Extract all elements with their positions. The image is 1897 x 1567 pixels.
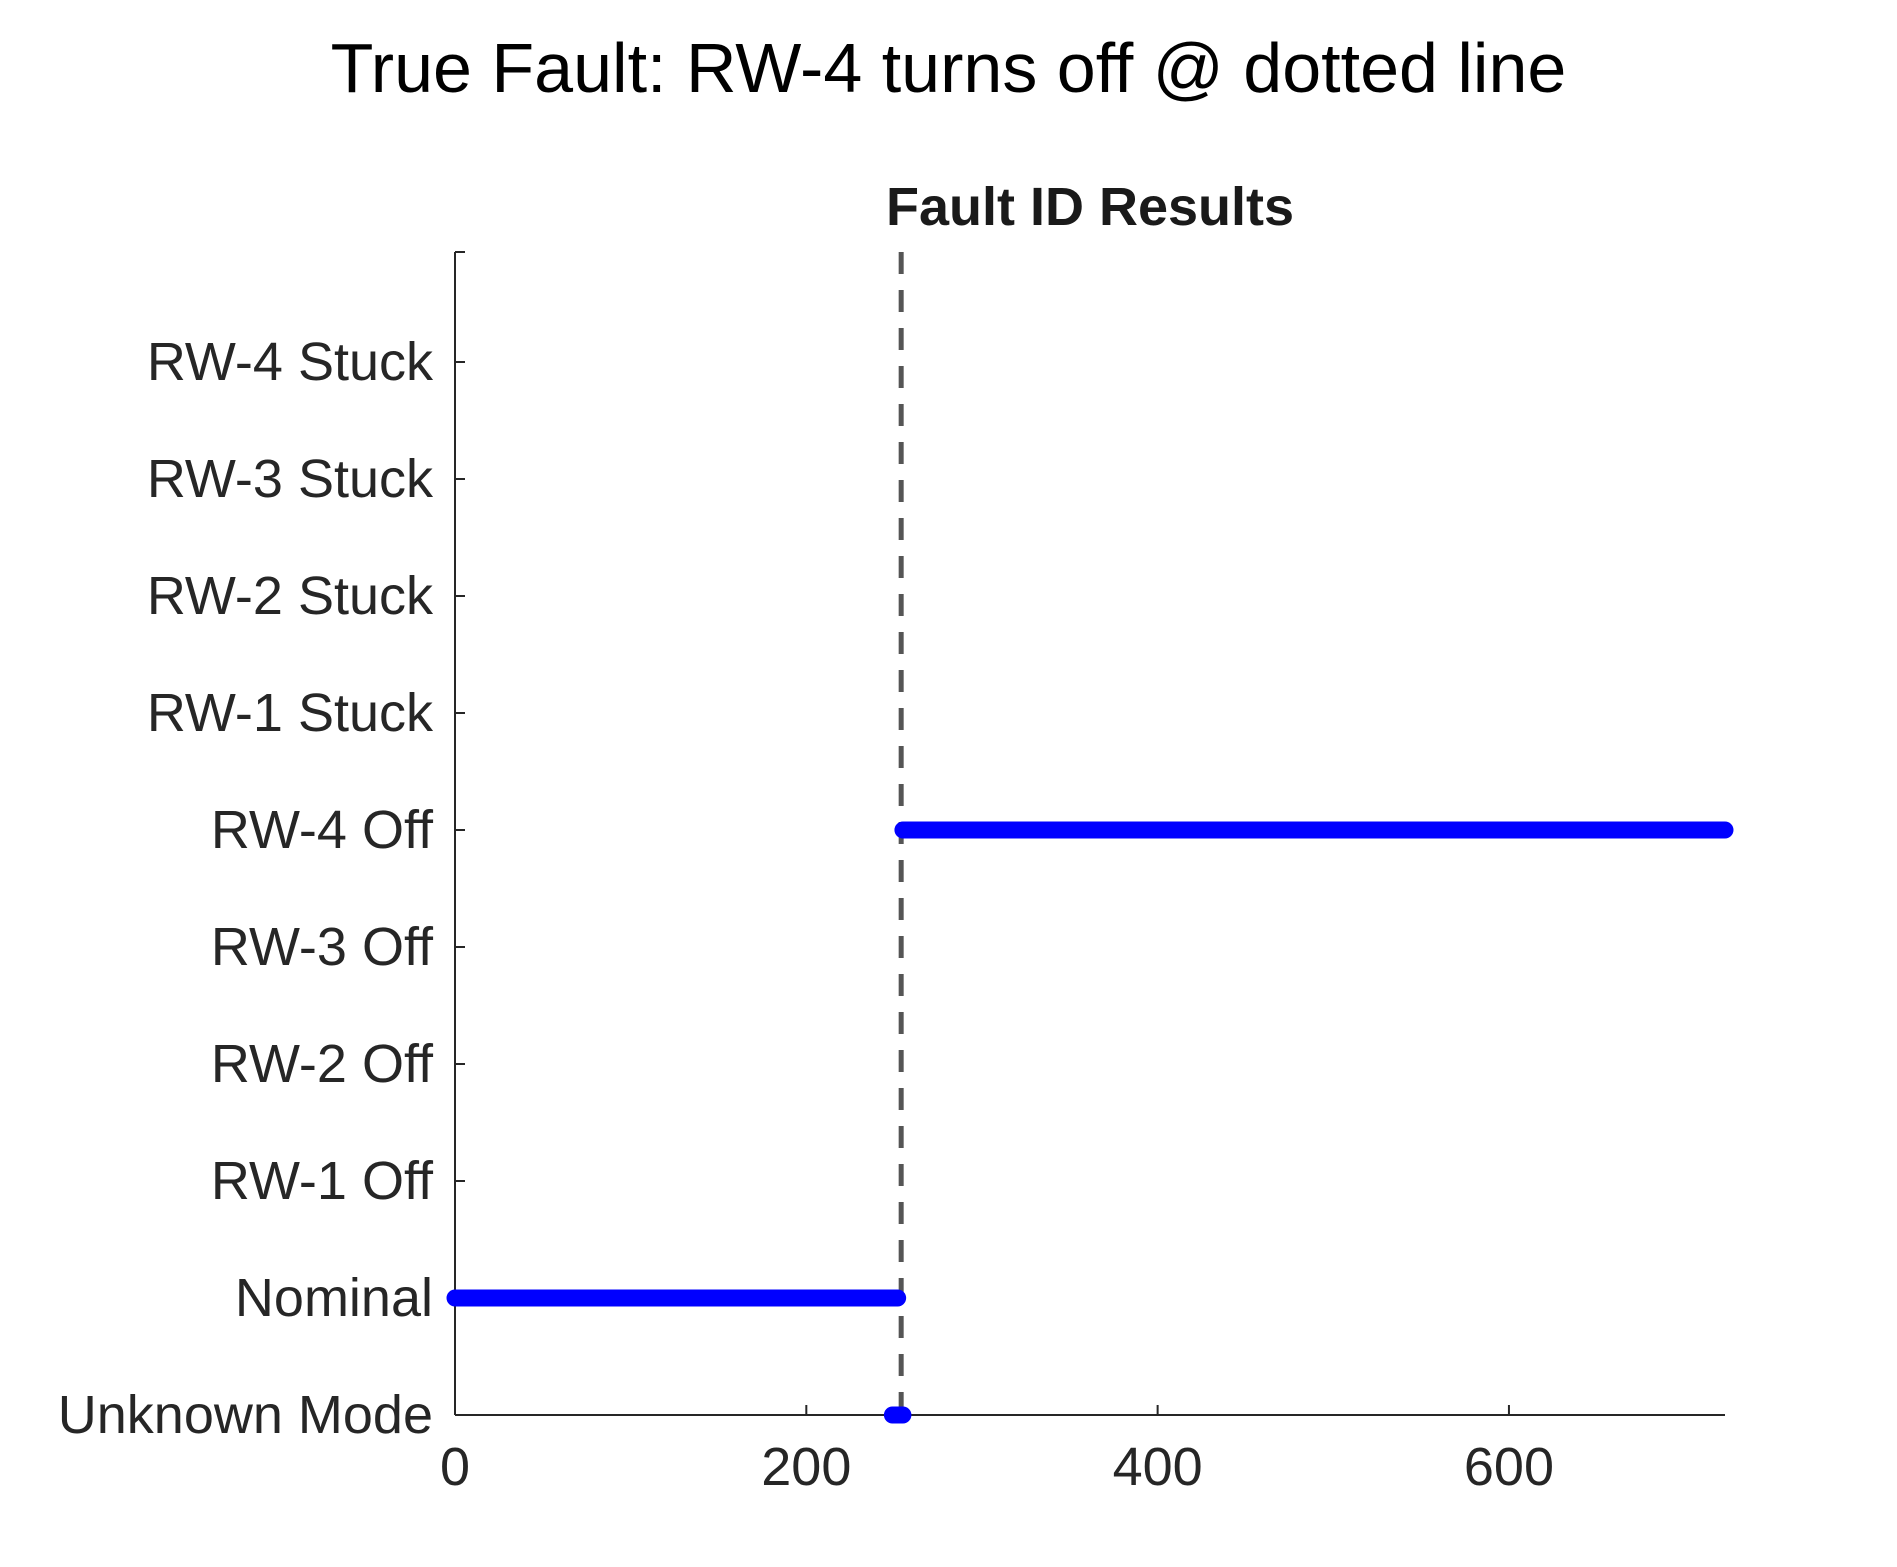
y-tick-label: Nominal	[235, 1268, 433, 1328]
page-title: True Fault: RW-4 turns off @ dotted line	[330, 29, 1567, 107]
x-tick-label: 600	[1464, 1437, 1554, 1497]
y-tick-label: RW-2 Stuck	[147, 566, 434, 626]
x-tick-label: 0	[440, 1437, 470, 1497]
y-tick-label: RW-3 Off	[211, 917, 434, 977]
y-tick-label: RW-1 Off	[211, 1151, 434, 1211]
y-tick-label: RW-4 Stuck	[147, 332, 434, 392]
chart-axes: Unknown Mode Nominal RW-1 Off RW-2 Off RW-3 …	[58, 251, 1725, 1497]
y-tick-label: RW-1 Stuck	[147, 683, 434, 743]
chart-marks	[446, 252, 1734, 1424]
chart-title: Fault ID Results	[886, 177, 1294, 237]
y-tick-label: Unknown Mode	[58, 1385, 433, 1445]
x-tick-label: 200	[761, 1437, 851, 1497]
x-tick-label: 400	[1113, 1437, 1203, 1497]
y-tick-label: RW-4 Off	[211, 800, 434, 860]
y-tick-label: RW-3 Stuck	[147, 449, 434, 509]
y-tick-label: RW-2 Off	[211, 1034, 434, 1094]
